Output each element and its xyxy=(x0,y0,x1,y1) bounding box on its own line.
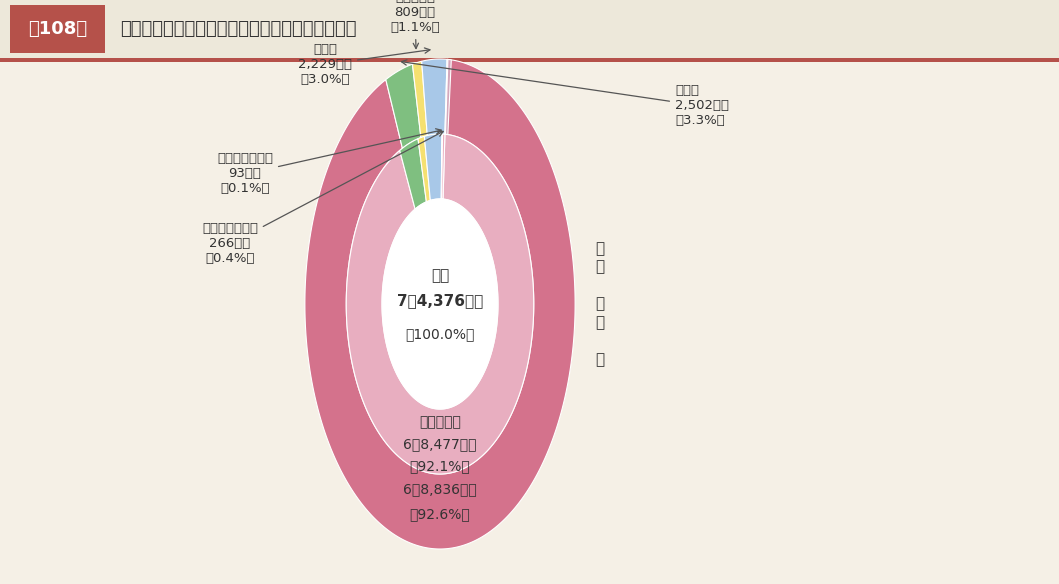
Bar xyxy=(0,58,1059,62)
Polygon shape xyxy=(425,134,442,200)
Polygon shape xyxy=(346,134,534,474)
Polygon shape xyxy=(421,59,447,135)
Text: （100.0%）: （100.0%） xyxy=(406,327,474,341)
Text: 介護諸費等: 介護諸費等 xyxy=(419,415,461,429)
Polygon shape xyxy=(382,199,498,409)
Text: 6兆8,477億円: 6兆8,477億円 xyxy=(403,437,477,451)
Text: 6兆8,836億円: 6兆8,836億円 xyxy=(403,482,477,496)
Polygon shape xyxy=(412,61,427,138)
Bar xyxy=(10,5,105,53)
Polygon shape xyxy=(418,137,430,202)
Polygon shape xyxy=(385,64,420,148)
Text: 総務費
2,229億円
（3.0%）: 総務費 2,229億円 （3.0%） xyxy=(298,43,430,86)
Polygon shape xyxy=(305,60,575,549)
Text: （92.6%）: （92.6%） xyxy=(410,507,470,521)
Polygon shape xyxy=(399,139,427,209)
Text: 介護保険事業の歳出決算の状況（保険事業勘定）: 介護保険事業の歳出決算の状況（保険事業勘定） xyxy=(120,20,357,38)
Polygon shape xyxy=(445,60,448,134)
Text: 審査支払手数料
93億円
（0.1%）: 審査支払手数料 93億円 （0.1%） xyxy=(217,128,442,196)
Text: その他の給付費
266億円
（0.4%）: その他の給付費 266億円 （0.4%） xyxy=(202,131,443,266)
Text: その他
2,502億円
（3.3%）: その他 2,502億円 （3.3%） xyxy=(401,60,729,127)
Bar xyxy=(0,0,1059,58)
Polygon shape xyxy=(442,134,445,199)
Text: 歳出: 歳出 xyxy=(431,269,449,283)
Polygon shape xyxy=(442,134,443,199)
Text: 基金積立金
809億円
（1.1%）: 基金積立金 809億円 （1.1%） xyxy=(390,0,439,48)
Polygon shape xyxy=(446,60,451,134)
Text: 保
険
 
給
付
 
費: 保 険 給 付 費 xyxy=(595,241,605,367)
Text: 第108図: 第108図 xyxy=(28,20,87,38)
Text: （92.1%）: （92.1%） xyxy=(410,459,470,473)
Text: 7兆4,376億円: 7兆4,376億円 xyxy=(397,294,483,308)
